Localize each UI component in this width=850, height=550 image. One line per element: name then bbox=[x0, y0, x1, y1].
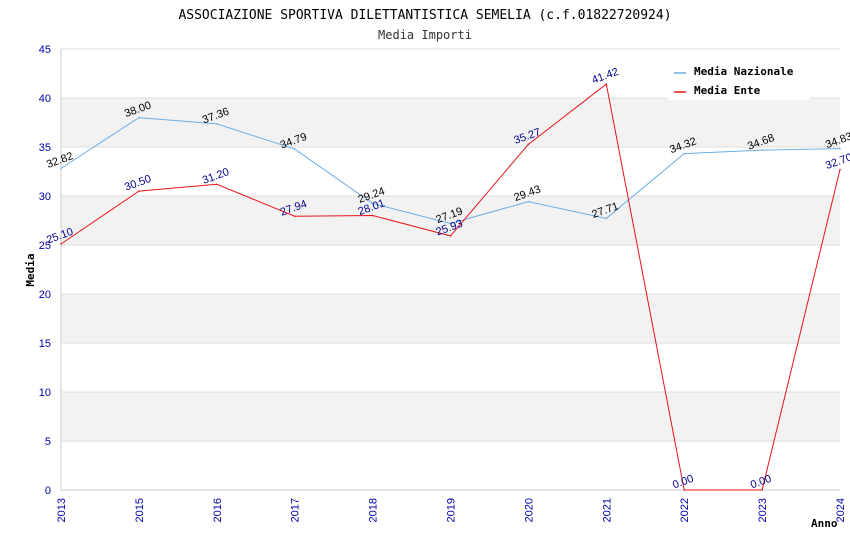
y-axis-ticks: 0 5 10 15 20 25 30 35 40 45 bbox=[39, 44, 51, 497]
legend-label-media-nazionale: Media Nazionale bbox=[694, 65, 794, 78]
plot-band bbox=[61, 441, 840, 490]
data-point bbox=[371, 214, 374, 217]
data-point bbox=[449, 235, 452, 237]
x-tick-label: 2020 bbox=[523, 498, 535, 522]
data-point bbox=[527, 200, 530, 203]
y-tick-label: 20 bbox=[39, 289, 51, 301]
data-point bbox=[683, 152, 685, 155]
x-tick-label: 2024 bbox=[835, 498, 847, 522]
x-axis-title: Anno bbox=[811, 517, 838, 530]
y-axis-title: Media bbox=[24, 253, 37, 286]
legend-label-media-ente: Media Ente bbox=[694, 84, 761, 97]
plot-band bbox=[61, 392, 840, 441]
plot-band bbox=[61, 343, 840, 392]
y-tick-label: 45 bbox=[39, 44, 51, 56]
x-tick-label: 2013 bbox=[56, 498, 68, 522]
data-point bbox=[527, 143, 530, 146]
plot-band bbox=[61, 147, 840, 196]
gridlines bbox=[61, 48, 840, 491]
y-tick-label: 35 bbox=[39, 142, 51, 154]
series-lines bbox=[60, 83, 841, 491]
data-point bbox=[216, 183, 218, 186]
data-point bbox=[293, 215, 296, 217]
plot-band bbox=[61, 245, 840, 294]
x-tick-label: 2016 bbox=[212, 498, 224, 522]
plot-band bbox=[61, 196, 840, 245]
y-tick-label: 10 bbox=[39, 387, 51, 399]
y-tick-label: 30 bbox=[39, 191, 51, 203]
data-point bbox=[683, 489, 685, 491]
data-point bbox=[293, 148, 296, 150]
data-point bbox=[605, 83, 608, 85]
x-tick-label: 2023 bbox=[757, 498, 769, 522]
data-point bbox=[761, 149, 763, 151]
data-point bbox=[138, 190, 140, 192]
legend: Media Nazionale Media Ente bbox=[668, 58, 810, 100]
x-tick-label: 2017 bbox=[290, 498, 302, 522]
x-tick-label: 2018 bbox=[368, 498, 380, 522]
data-point bbox=[216, 123, 218, 125]
data-point bbox=[60, 243, 62, 245]
data-point bbox=[839, 147, 841, 150]
data-point bbox=[605, 217, 608, 220]
x-tick-label: 2019 bbox=[446, 498, 458, 522]
y-tick-label: 0 bbox=[45, 485, 51, 497]
plot-bands bbox=[61, 49, 840, 490]
y-tick-label: 5 bbox=[45, 436, 51, 448]
plot-band bbox=[61, 294, 840, 343]
chart-title: ASSOCIAZIONE SPORTIVA DILETTANTISTICA SE… bbox=[178, 8, 671, 23]
data-point bbox=[371, 202, 374, 205]
data-point bbox=[839, 168, 841, 171]
data-point bbox=[138, 116, 140, 119]
data-point bbox=[60, 167, 62, 170]
data-point bbox=[449, 222, 452, 225]
y-tick-label: 25 bbox=[39, 240, 51, 252]
chart-subtitle: Media Importi bbox=[378, 28, 472, 42]
x-axis-ticks: 2013 2015 2016 2017 2018 2019 2020 2021 2022 2023… bbox=[56, 498, 847, 522]
plot-band bbox=[61, 98, 840, 147]
x-tick-label: 2021 bbox=[601, 498, 613, 522]
legend-box bbox=[668, 58, 810, 100]
x-tick-label: 2015 bbox=[134, 498, 146, 522]
x-tick-label: 2022 bbox=[679, 498, 691, 522]
y-tick-label: 15 bbox=[39, 338, 51, 350]
data-point bbox=[761, 489, 763, 491]
y-tick-label: 40 bbox=[39, 93, 51, 105]
